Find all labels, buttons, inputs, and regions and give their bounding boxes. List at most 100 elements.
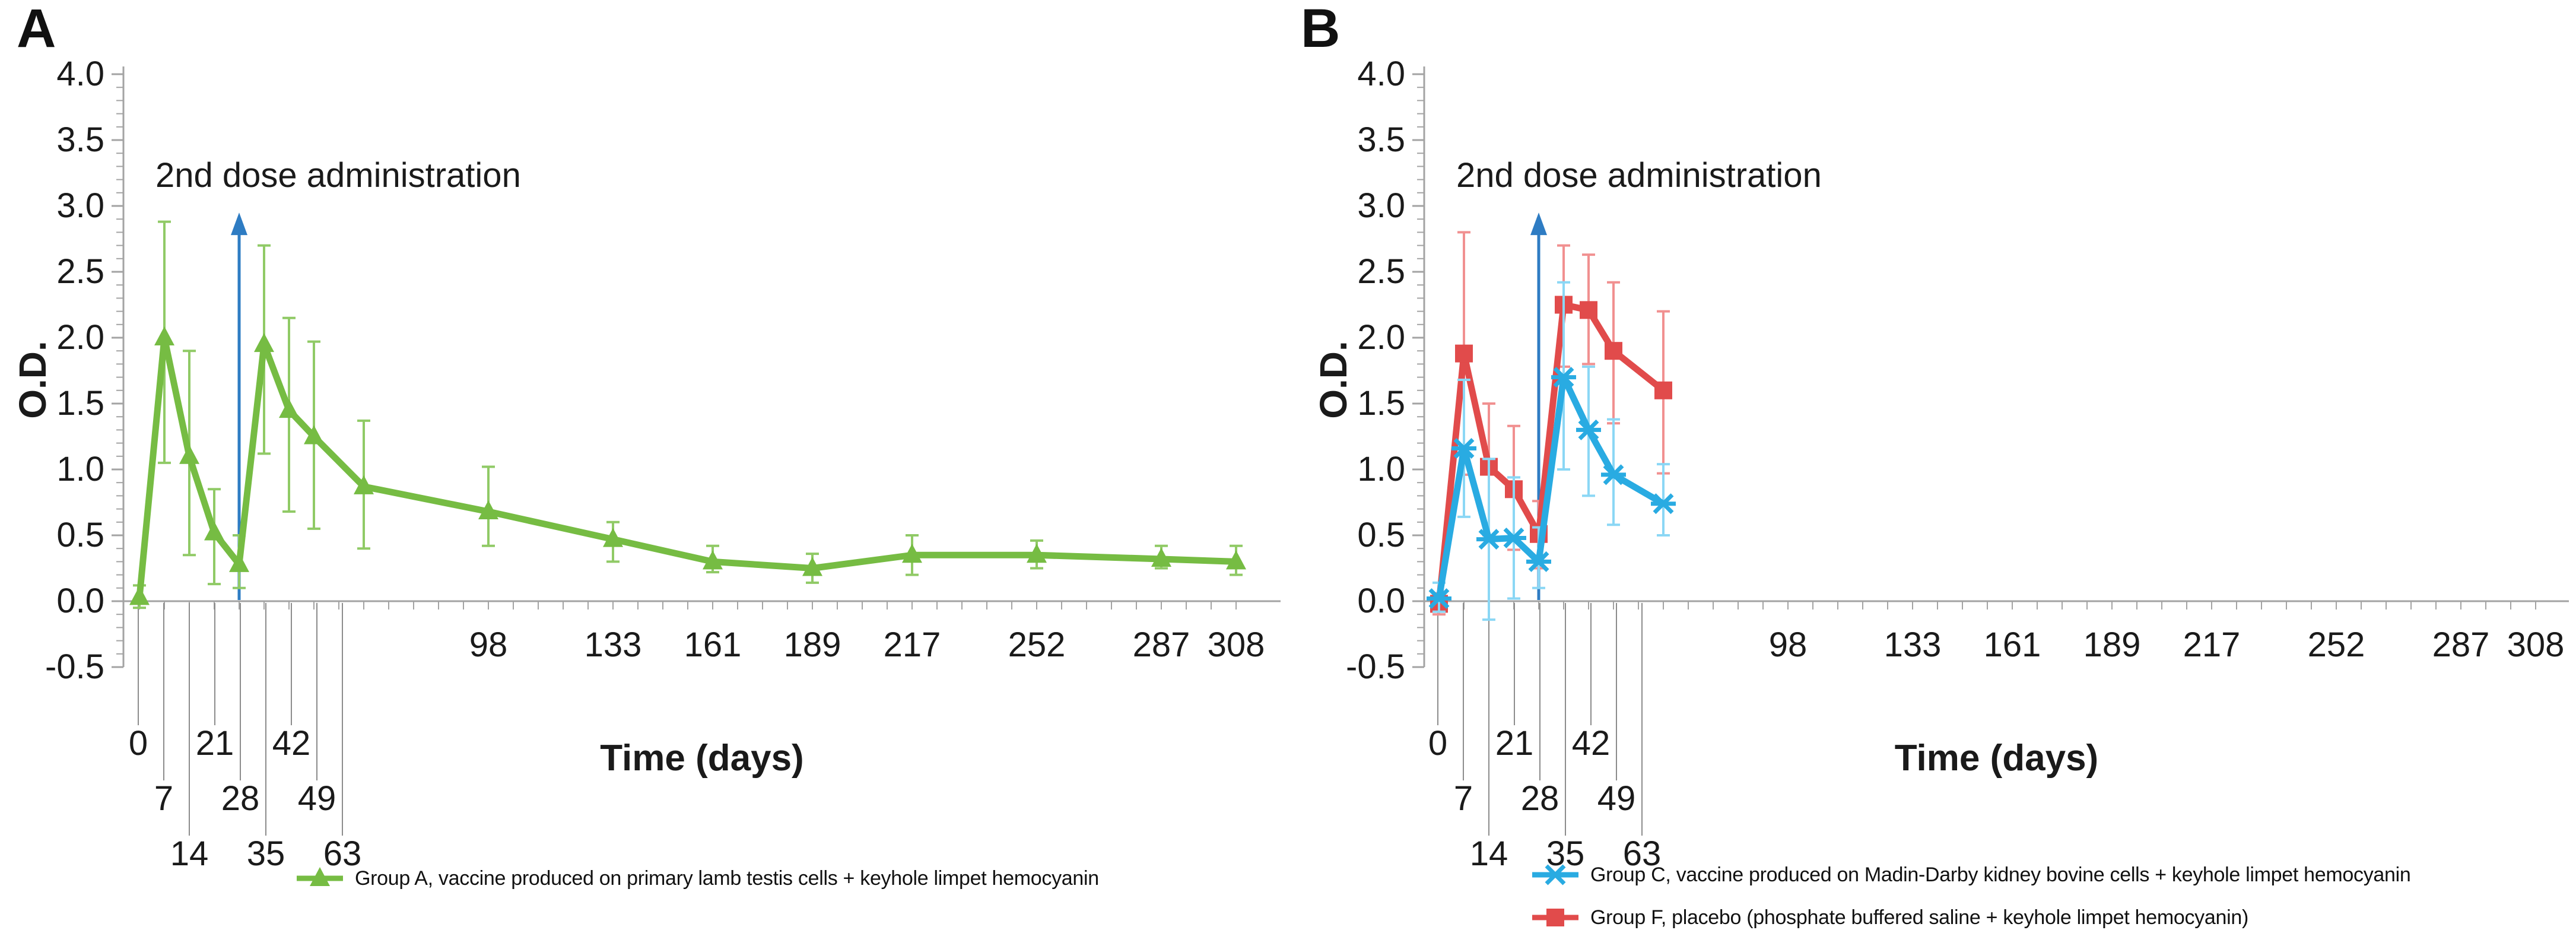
x-tick-label: 217 xyxy=(2183,626,2241,664)
x-tick-label-staggered: 49 xyxy=(298,779,336,818)
x-tick-label-staggered: 42 xyxy=(1572,724,1611,763)
series xyxy=(1427,281,1676,621)
y-tick-label: -0.5 xyxy=(1346,647,1405,686)
x-tick-label: 252 xyxy=(2308,626,2365,664)
asterisk-marker-icon xyxy=(1543,864,1568,885)
asterisk-marker-icon xyxy=(1576,419,1601,440)
legend-label-group-a: Group A, vaccine produced on primary lam… xyxy=(355,866,1099,890)
asterisk-marker-icon xyxy=(1427,588,1451,609)
second-dose-annotation: 2nd dose administration xyxy=(155,156,521,600)
asterisk-marker-icon xyxy=(1501,527,1526,548)
x-tick-label-staggered: 63 xyxy=(323,834,362,873)
triangle-marker-icon xyxy=(478,500,498,520)
series xyxy=(1430,231,1672,616)
chart-panel-b: 4.0 3.5 3.0 2.5 2.0 1.5 1.0 0.5 0.0 -0.5 98 133 161 1… xyxy=(1312,55,2569,873)
x-axis-title: Time (days) xyxy=(600,738,803,779)
panel-label-b: B xyxy=(1301,0,1341,59)
triangle-marker-icon xyxy=(902,544,922,563)
y-tick-label: 1.0 xyxy=(56,450,104,488)
triangle-marker-icon xyxy=(154,326,174,345)
x-tick-label: 189 xyxy=(2083,626,2141,664)
asterisk-marker-icon xyxy=(1451,438,1476,459)
x-tick-label: 98 xyxy=(469,626,508,664)
series xyxy=(129,220,1246,609)
x-tick-label-staggered: 7 xyxy=(1454,779,1473,818)
y-tick-label: 0.5 xyxy=(56,516,104,554)
y-tick-label: 3.0 xyxy=(1357,186,1405,225)
data-line xyxy=(136,334,1240,601)
x-tick-label: 308 xyxy=(2507,626,2565,664)
x-tick-label-staggered: 35 xyxy=(1546,834,1585,873)
x-tick-label: 189 xyxy=(784,626,841,664)
panel-label-a: A xyxy=(17,0,56,59)
triangle-marker-icon xyxy=(129,586,150,605)
legend-label-group-c: Group C, vaccine produced on Madin-Darby… xyxy=(1590,863,2411,886)
square-marker-icon xyxy=(1580,301,1597,319)
x-tick-label: 287 xyxy=(2432,626,2490,664)
triangle-marker-icon xyxy=(802,557,822,576)
y-tick-label: 0.5 xyxy=(1357,516,1405,554)
dose-arrow-head-icon xyxy=(231,212,247,236)
square-marker-icon xyxy=(1605,342,1622,360)
x-tick-label-staggered: 21 xyxy=(1495,724,1534,763)
y-tick-label: 2.0 xyxy=(1357,318,1405,357)
x-tick-label-staggered: 42 xyxy=(272,724,311,763)
x-tick-label-staggered: 14 xyxy=(1470,834,1508,873)
triangle-marker-icon xyxy=(310,867,330,886)
y-tick-label: 3.5 xyxy=(56,120,104,159)
x-tick-label: 133 xyxy=(585,626,642,664)
x-tick-label-staggered: 49 xyxy=(1597,779,1636,818)
legend-group-a: Group A, vaccine produced on primary lam… xyxy=(297,865,1099,891)
triangle-marker-icon xyxy=(603,528,623,547)
triangle-marker-icon xyxy=(1027,544,1047,563)
x-tick-label: 217 xyxy=(884,626,941,664)
y-tick-label: 3.5 xyxy=(1357,120,1405,159)
triangle-marker-icon xyxy=(279,399,299,418)
legend-label-group-f: Group F, placebo (phosphate buffered sal… xyxy=(1590,906,2248,929)
y-tick-label: 2.5 xyxy=(56,252,104,291)
y-tick-label: 0.0 xyxy=(56,582,104,620)
triangle-marker-icon xyxy=(354,475,374,494)
legend-group-c: Group C, vaccine produced on Madin-Darby… xyxy=(1532,862,2411,888)
x-tick-label-staggered: 28 xyxy=(1521,779,1559,818)
triangle-marker-icon xyxy=(179,445,199,464)
x-tick-label-staggered: 21 xyxy=(196,724,234,763)
x-tick-label: 308 xyxy=(1208,626,1265,664)
square-marker-icon xyxy=(1546,909,1564,926)
x-tick-label: 133 xyxy=(1884,626,1942,664)
y-tick-label: 4.0 xyxy=(1357,55,1405,93)
group-a-legend-marker-icon xyxy=(297,867,343,886)
y-tick-label: 2.0 xyxy=(56,318,104,357)
triangle-marker-icon xyxy=(229,553,249,572)
asterisk-marker-icon xyxy=(1526,551,1551,572)
y-tick-label: -0.5 xyxy=(45,647,104,686)
triangle-marker-icon xyxy=(1151,547,1171,567)
x-tick-label-staggered: 14 xyxy=(170,834,209,873)
x-tick-label-staggered: 28 xyxy=(221,779,260,818)
square-marker-icon xyxy=(1654,381,1672,399)
x-tick-label-staggered: 7 xyxy=(154,779,173,818)
asterisk-marker-icon xyxy=(1476,529,1501,550)
axes: 4.0 3.5 3.0 2.5 2.0 1.5 1.0 0.5 0.0 -0.5 98 133 161 1… xyxy=(45,55,1281,873)
y-axis-title: O.D. xyxy=(1312,341,1355,419)
x-tick-label-staggered: 0 xyxy=(129,724,148,763)
dose-arrow-head-icon xyxy=(1530,212,1547,236)
triangle-marker-icon xyxy=(1226,550,1246,570)
annotation-text: 2nd dose administration xyxy=(155,156,521,195)
triangle-marker-icon xyxy=(204,521,224,541)
legend-group-f: Group F, placebo (phosphate buffered sal… xyxy=(1532,904,2248,931)
y-tick-label: 1.5 xyxy=(56,384,104,423)
axes: 4.0 3.5 3.0 2.5 2.0 1.5 1.0 0.5 0.0 -0.5 98 133 161 1… xyxy=(1346,55,2569,873)
x-tick-label-staggered: 0 xyxy=(1428,724,1447,763)
y-tick-label: 3.0 xyxy=(56,186,104,225)
y-axis-title: O.D. xyxy=(11,341,54,419)
asterisk-marker-icon xyxy=(1601,464,1626,485)
triangle-marker-icon xyxy=(304,425,324,445)
x-axis-title: Time (days) xyxy=(1895,738,2098,779)
x-tick-label: 161 xyxy=(684,626,742,664)
chart-panel-a: 4.0 3.5 3.0 2.5 2.0 1.5 1.0 0.5 0.0 -0.5 98 133 161 1… xyxy=(11,55,1281,873)
group-f-legend-marker-icon xyxy=(1532,909,1578,926)
annotation-text: 2nd dose administration xyxy=(1456,156,1822,195)
y-tick-label: 1.5 xyxy=(1357,384,1405,423)
